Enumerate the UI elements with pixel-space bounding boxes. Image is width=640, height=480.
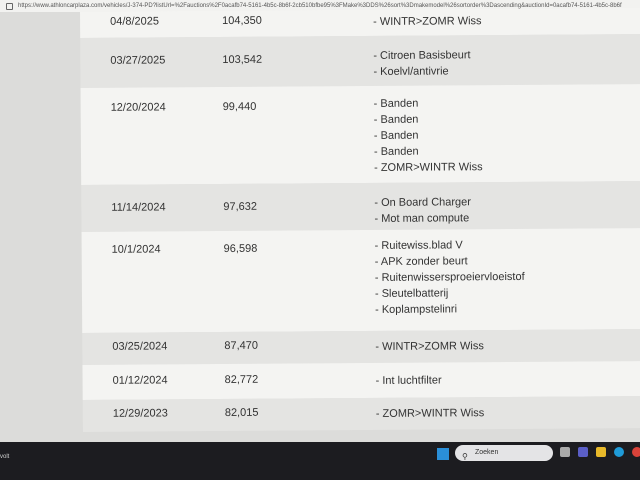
mileage: 87,470: [224, 339, 259, 353]
service-item: - ZOMR>WINTR Wiss: [375, 407, 485, 420]
lock-icon: [6, 3, 13, 10]
chrome-icon[interactable]: [632, 447, 640, 457]
mileage: 82,015: [224, 406, 259, 419]
file-explorer-icon[interactable]: [596, 447, 606, 457]
service-item: - Koplampstelinri: [375, 303, 458, 316]
search-icon: ⚲: [462, 452, 468, 461]
teams-icon[interactable]: [578, 447, 588, 457]
maintenance-history-table: 04/8/2025 104,350 - WINTR>ZOMR Wiss 03/27/2…: [80, 7, 640, 432]
service-item: - Banden: [373, 129, 419, 142]
service-date: 12/29/2023: [112, 407, 168, 420]
service-item: - Mot man compute: [374, 212, 470, 225]
table-row: 12/20/2024 99,440- Banden - Banden - Banden…: [80, 83, 640, 185]
service-date: 03/27/2025: [110, 54, 166, 67]
table-row: 10/1/2024 96,598 - Ruitewiss.blad V - APK z…: [81, 227, 640, 333]
service-items: - Banden - Banden - Banden - Banden - ZOMR>W…: [374, 84, 640, 176]
table-row: 01/12/2024 82,772 - Int luchtfilter: [82, 360, 640, 400]
table-row: 03/27/2025 103,542 - Citroen Basisbeurt - K…: [80, 33, 640, 88]
service-item: - Ruitewiss.blad V: [374, 239, 463, 252]
service-items: - ZOMR>WINTR Wiss: [376, 396, 640, 422]
service-item: - Banden: [373, 97, 419, 110]
mileage: 103,542: [222, 53, 263, 67]
task-view-icon[interactable]: [560, 447, 570, 457]
mileage: 97,632: [223, 200, 258, 214]
weather-widget[interactable]: volt: [0, 454, 10, 460]
service-item: - Int luchtfilter: [375, 374, 442, 387]
mileage: 96,598: [223, 242, 258, 256]
service-item: - On Board Charger: [374, 196, 471, 209]
service-items: - Citroen Basisbeurt - Koelvl/antivrie: [373, 34, 640, 80]
table-row: 03/25/2024 87,470 - WINTR>ZOMR Wiss: [82, 328, 640, 365]
service-items: - Ruitewiss.blad V - APK zonder beurt - Ru…: [375, 228, 640, 318]
service-item: - ZOMR>WINTR Wiss: [374, 161, 483, 174]
service-item: - Citroen Basisbeurt: [373, 49, 471, 62]
table-row: 11/14/2024 97,632 - On Board Charger - Mot …: [81, 180, 640, 232]
service-items: - On Board Charger - Mot man compute: [374, 181, 640, 227]
service-date: 04/8/2025: [110, 15, 160, 28]
service-items: - Int luchtfilter: [375, 361, 640, 389]
service-items: - WINTR>ZOMR Wiss: [375, 329, 640, 355]
table-row: 12/29/2023 82,015 - ZOMR>WINTR Wiss: [82, 395, 640, 432]
service-item: - Sleutelbatterij: [374, 287, 449, 300]
service-items: - WINTR>ZOMR Wiss: [373, 8, 640, 30]
service-item: - Banden: [373, 145, 419, 158]
mileage: 99,440: [222, 100, 257, 114]
service-item: - WINTR>ZOMR Wiss: [373, 15, 482, 28]
service-date: 11/14/2024: [111, 201, 166, 214]
url-text: https://www.athloncarplaza.com/vehicles/…: [18, 3, 622, 9]
service-date: 03/25/2024: [112, 340, 168, 353]
edge-icon[interactable]: [614, 447, 624, 457]
taskbar-search[interactable]: ⚲ Zoeken: [455, 445, 553, 461]
service-item: - Koelvl/antivrie: [373, 65, 449, 78]
taskbar: volt ⚲ Zoeken: [0, 442, 640, 480]
service-item: - APK zonder beurt: [374, 255, 468, 268]
windows-start-icon[interactable]: [437, 448, 449, 460]
service-date: 10/1/2024: [111, 243, 161, 256]
service-date: 12/20/2024: [110, 101, 166, 114]
search-placeholder: Zoeken: [475, 449, 499, 456]
mileage: 104,350: [222, 14, 262, 28]
service-date: 01/12/2024: [112, 374, 168, 387]
service-item: - WINTR>ZOMR Wiss: [375, 340, 484, 353]
table-row: 04/8/2025 104,350 - WINTR>ZOMR Wiss: [80, 7, 640, 38]
service-item: - Banden: [373, 113, 419, 126]
mileage: 82,772: [224, 373, 259, 386]
service-item: - Ruitenwissersproeiervloeistof: [374, 270, 525, 284]
